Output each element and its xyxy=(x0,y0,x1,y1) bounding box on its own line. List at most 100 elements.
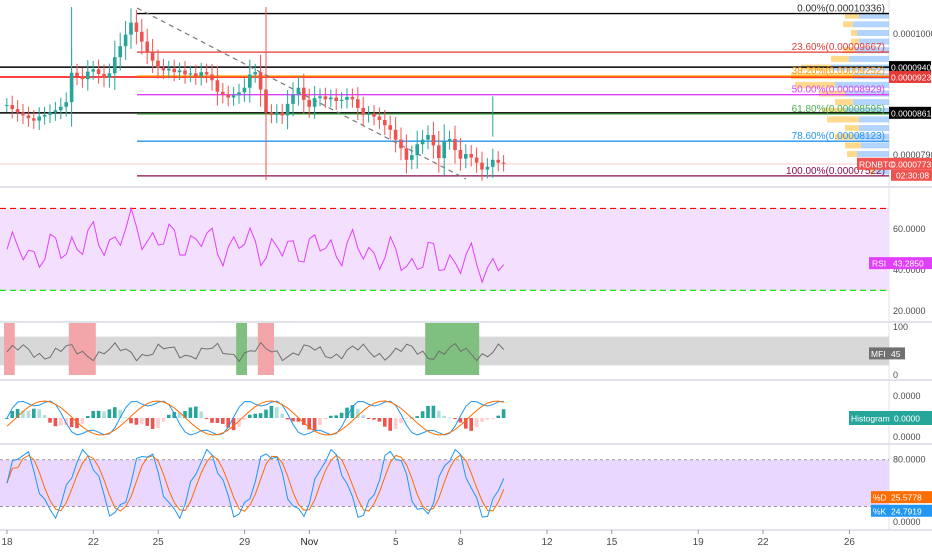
price-axis[interactable]: 0.00010000 0.00007900 0.000094080.00009237… xyxy=(857,29,932,181)
macd-hist-bar xyxy=(204,418,209,419)
price-pane[interactable]: 0.00%(0.00010336) 23.60%(0.00009667) 38.20… xyxy=(0,4,889,181)
time-label-11: 26 xyxy=(844,537,856,548)
volume-profile-up-bar xyxy=(835,133,855,140)
volume-profile-down-bar xyxy=(859,125,889,132)
mfi-pane[interactable] xyxy=(0,323,889,375)
candle-body xyxy=(231,95,236,98)
volume-profile-up-bar xyxy=(869,168,875,175)
volume-profile-up-bar xyxy=(851,29,857,36)
stoch-pane[interactable] xyxy=(0,448,889,520)
macd-hist-bar xyxy=(199,411,203,418)
candle-body xyxy=(64,102,68,107)
candle-body xyxy=(334,97,338,101)
volume-profile-down-bar xyxy=(855,133,889,140)
candle-body xyxy=(291,94,295,104)
macd-pane[interactable] xyxy=(5,400,506,436)
macd-hist-bar xyxy=(91,410,95,418)
macd-hist-bar xyxy=(312,418,317,431)
macd-hist-bar xyxy=(350,405,355,418)
macd-hist-bar xyxy=(361,415,365,418)
candle-body xyxy=(183,70,187,75)
macd-hist-bar xyxy=(345,407,349,418)
stoch-tick-1: 0.0000 xyxy=(893,517,921,527)
candle-body xyxy=(215,80,220,92)
macd-hist-bar xyxy=(42,415,47,418)
macd-hist-bar xyxy=(113,407,117,418)
macd-hist-bar xyxy=(69,418,74,428)
macd-hist-bar xyxy=(302,418,306,425)
fib-label-1: 23.60%(0.00009667) xyxy=(792,42,885,53)
stoch-d-line xyxy=(6,454,505,512)
volume-profile-down-bar xyxy=(845,107,889,114)
macd-hist-bar xyxy=(59,418,63,426)
macd-hist-bar xyxy=(269,405,274,418)
candle-body xyxy=(5,105,9,107)
rsi-value-bg xyxy=(869,257,932,270)
volume-profile-down-bar xyxy=(857,151,889,158)
macd-hist-bar xyxy=(464,418,468,429)
macd-hist-bar xyxy=(129,418,133,424)
fib-label-0: 0.00%(0.00010336) xyxy=(797,4,885,15)
volume-profile-up-bar xyxy=(819,90,845,97)
candle-body xyxy=(188,73,193,75)
candle-body xyxy=(150,51,155,61)
time-label-6: 8 xyxy=(458,537,464,548)
time-label-3: 29 xyxy=(239,537,251,548)
macd-hist-bar xyxy=(221,418,225,424)
macd-hist-bar xyxy=(329,415,333,418)
price-label-box-2 xyxy=(889,106,931,119)
candle-body xyxy=(48,112,52,115)
symbol-badge-price: 0.00007731 xyxy=(891,159,932,169)
mfi-highlights xyxy=(4,323,480,375)
macd-hist-bar xyxy=(10,411,14,418)
candle-body xyxy=(21,112,25,116)
trend-line[interactable] xyxy=(136,7,467,180)
symbol-badge-bg xyxy=(857,157,932,170)
mfi-highlight-4 xyxy=(425,323,480,375)
mfi-highlight-2 xyxy=(236,323,247,375)
candle-body xyxy=(86,71,90,80)
time-axis[interactable]: 18 22 25 29 Nov 5 8 12 15 19 22 26 xyxy=(1,530,855,548)
stoch-axis[interactable]: 80.0000 0.0000 %D 25.5778 %K 24.7919 xyxy=(871,455,932,527)
candle-body xyxy=(204,72,209,75)
macd-hist-bar xyxy=(426,405,430,418)
macd-hist-bar xyxy=(102,411,106,418)
rsi-axis[interactable]: 60.0000 40.0000 20.0000 RSI 43.2850 xyxy=(869,224,932,316)
macd-value: 0.0000 xyxy=(894,414,920,424)
stoch-tick-0: 80.0000 xyxy=(893,455,926,465)
macd-hist-bar xyxy=(420,411,425,418)
candle-body xyxy=(258,72,263,90)
macd-hist-bar xyxy=(334,415,338,418)
stoch-k-value: 24.7919 xyxy=(891,506,922,516)
fib-label-2: 38.20%(0.00009252) xyxy=(792,66,885,77)
candle-body xyxy=(280,112,284,116)
volume-profile-up-bar xyxy=(831,55,849,62)
time-label-10: 22 xyxy=(757,537,769,548)
macd-hist-bar xyxy=(123,417,128,419)
candle-body xyxy=(210,74,214,81)
stoch-k-name: %K xyxy=(873,506,887,516)
stoch-k-line xyxy=(6,448,505,520)
candle-body xyxy=(480,162,484,170)
candle-body xyxy=(161,67,166,71)
stoch-d-bg xyxy=(871,491,932,504)
rsi-pane[interactable] xyxy=(0,206,889,291)
mfi-axis[interactable]: 100500MFI45 xyxy=(869,322,908,380)
candle-body xyxy=(453,139,457,151)
volume-profile-up-bar xyxy=(835,99,853,106)
mfi-value-bg xyxy=(869,347,905,360)
countdown-bg xyxy=(891,169,932,181)
rsi-tick-1: 40.0000 xyxy=(893,265,926,275)
mfi-tick-0: 100 xyxy=(893,322,908,332)
candle-body xyxy=(140,31,144,42)
rsi-tick-0: 60.0000 xyxy=(893,224,926,234)
candle-body xyxy=(145,41,149,52)
candle-body xyxy=(177,70,182,73)
candle-body xyxy=(80,76,85,80)
volume-profile-down-bar xyxy=(875,168,889,175)
candle-body xyxy=(410,155,414,160)
macd-hist-bar xyxy=(437,410,441,418)
stoch-k-bg xyxy=(871,504,932,517)
volume-profile-up-bar xyxy=(823,107,845,114)
